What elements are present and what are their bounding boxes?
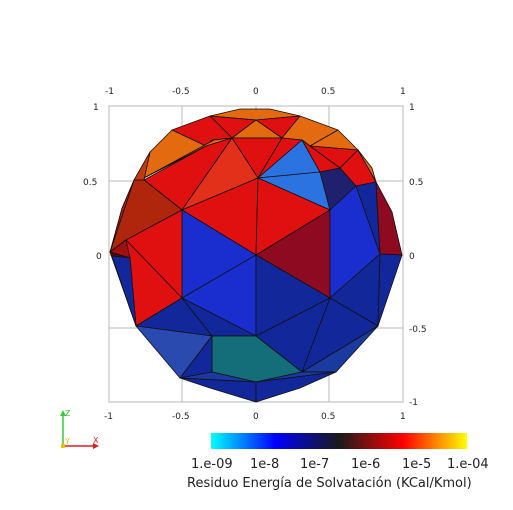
top-tick-label: 0.5 xyxy=(321,87,335,97)
y-axis-label: Y xyxy=(64,437,70,446)
sphere-facet xyxy=(357,149,377,183)
sphere-facet xyxy=(255,371,337,403)
right-tick-label: 0 xyxy=(409,252,415,262)
orientation-axes-widget: Z Y X xyxy=(60,409,99,449)
y-axis-marker xyxy=(61,444,65,448)
sphere-facet xyxy=(111,255,137,327)
top-tick-label: -0.5 xyxy=(172,87,190,97)
sphere-facet xyxy=(109,179,135,253)
x-axis-label: X xyxy=(93,436,99,445)
x-axis-arrow xyxy=(93,443,99,449)
top-tick-label: -1 xyxy=(105,87,114,97)
geodesic-sphere[interactable] xyxy=(109,108,403,403)
right-tick-label: -1 xyxy=(409,398,418,408)
colorbar-tick-label: 1e-5 xyxy=(402,457,432,472)
z-axis-arrow xyxy=(60,410,66,416)
colorbar-tick-label: 1e-6 xyxy=(351,457,381,472)
colorbar-tick-label: 1.e-04 xyxy=(447,457,489,472)
right-tick-label: 1 xyxy=(409,103,415,113)
color-legend-bar xyxy=(211,433,467,449)
bottom-tick-label: -1 xyxy=(104,412,113,422)
colorbar-tick-label: 1e-7 xyxy=(300,457,330,472)
sphere-facet xyxy=(377,253,403,327)
bottom-tick-label: 1 xyxy=(400,412,406,422)
z-axis-label: Z xyxy=(65,409,71,418)
colorbar-tick-label: 1e-8 xyxy=(250,457,280,472)
bottom-tick-label: 0 xyxy=(253,412,259,422)
top-tick-label: 0 xyxy=(253,87,259,97)
top-tick-label: 1 xyxy=(400,87,406,97)
sphere-facet xyxy=(133,151,151,181)
left-tick-label: 1 xyxy=(93,103,99,113)
bottom-tick-label: 0.5 xyxy=(321,412,335,422)
grid-tick-labels: -1 -0.5 0 0.5 1 -1 -0.5 0 0.5 1 1 0.5 0 … xyxy=(83,87,427,422)
left-tick-label: 0 xyxy=(96,252,102,262)
colorbar-tick-label: 1.e-09 xyxy=(191,457,233,472)
colorbar-title: Residuo Energía de Solvatación (KCal/Kmo… xyxy=(187,476,472,491)
bottom-tick-label: -0.5 xyxy=(172,412,190,422)
right-tick-label: 0.5 xyxy=(409,178,423,188)
sphere-facet xyxy=(375,181,403,256)
left-tick-label: 0.5 xyxy=(83,178,97,188)
right-tick-label: -0.5 xyxy=(409,325,427,335)
sphere-facet xyxy=(179,377,257,403)
